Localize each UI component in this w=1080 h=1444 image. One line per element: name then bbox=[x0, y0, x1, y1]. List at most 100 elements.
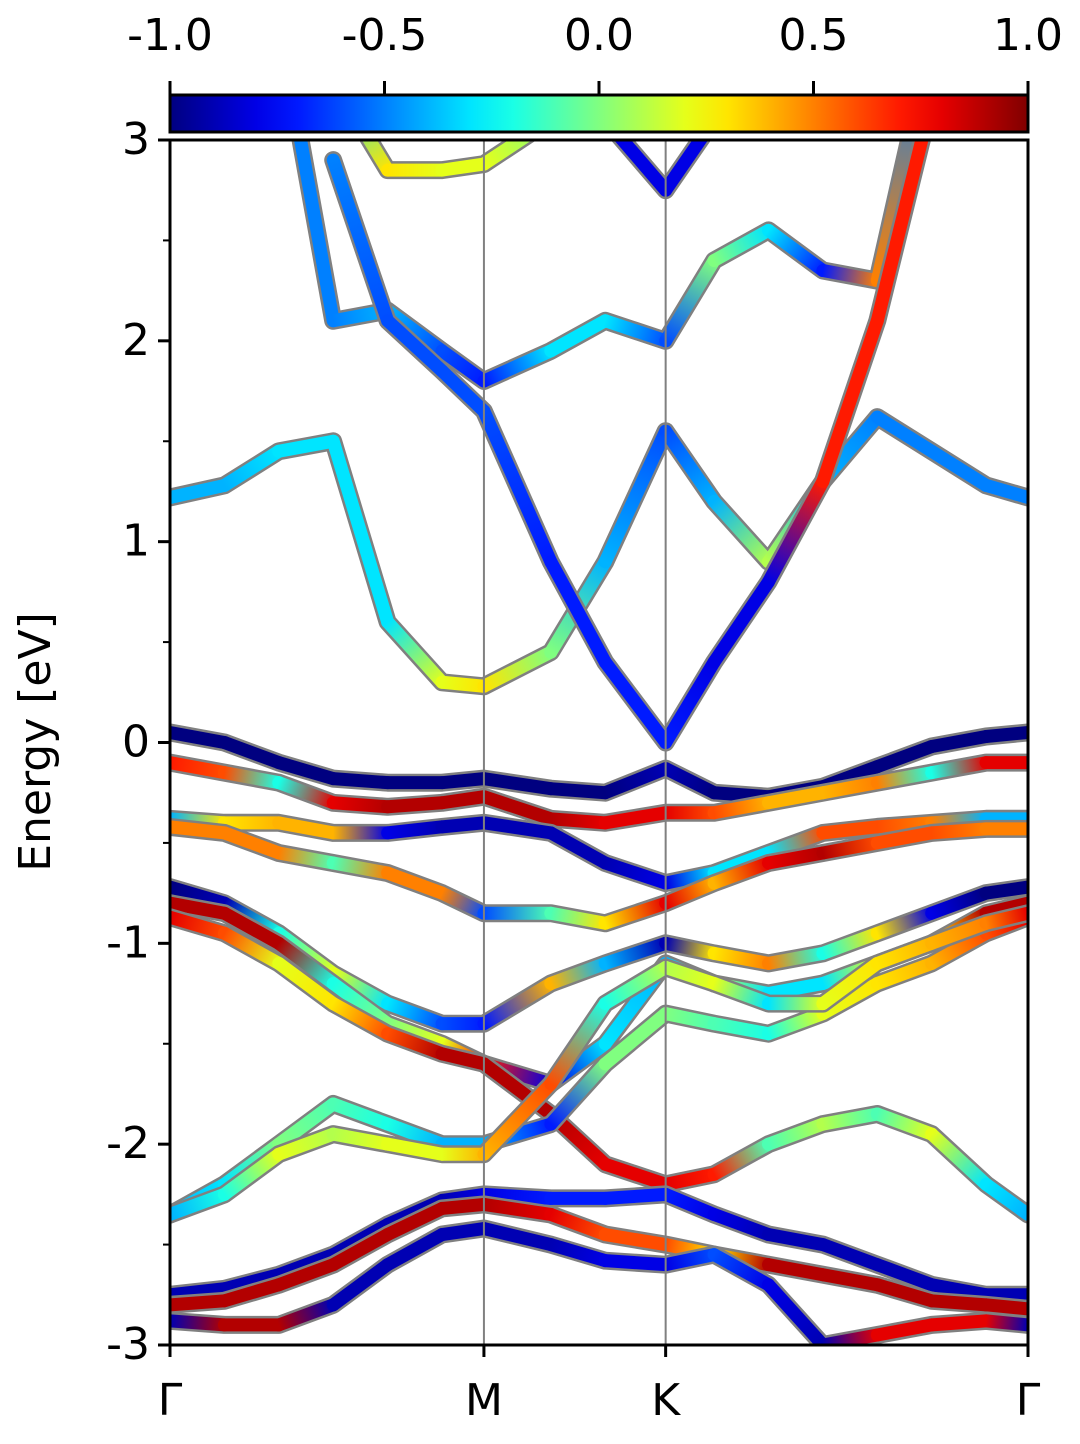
spin-segment bbox=[435, 772, 491, 790]
spin-segment bbox=[272, 1127, 340, 1161]
spin-segment bbox=[707, 946, 775, 970]
spin-segment bbox=[217, 736, 286, 770]
spin-segment bbox=[925, 926, 993, 970]
spin-segment bbox=[816, 314, 884, 488]
spin-segment bbox=[870, 816, 939, 834]
spin-segment bbox=[477, 1077, 558, 1161]
spin-segment bbox=[477, 404, 558, 569]
spin-segment bbox=[761, 1278, 830, 1345]
spin-segment bbox=[598, 856, 673, 890]
spin-segment bbox=[870, 936, 939, 970]
spin-segment bbox=[217, 1278, 286, 1308]
spin-segment bbox=[477, 140, 533, 171]
spin-segment bbox=[477, 1197, 558, 1221]
spin-segment bbox=[598, 314, 673, 348]
spin-segment bbox=[925, 1278, 993, 1302]
spin-segment bbox=[170, 910, 231, 940]
spin-segment bbox=[925, 886, 993, 920]
spin-segment bbox=[707, 846, 775, 880]
spin-segment bbox=[707, 977, 775, 1011]
spin-segment bbox=[659, 960, 721, 990]
spin-segment bbox=[659, 762, 721, 800]
spin-segment bbox=[477, 816, 558, 840]
colorbar bbox=[168, 93, 1030, 134]
spin-segment bbox=[435, 344, 491, 388]
spin-segment bbox=[598, 960, 673, 1011]
y-tick-label: 3 bbox=[122, 114, 150, 165]
spin-segment bbox=[761, 1258, 830, 1282]
spin-segment bbox=[761, 223, 830, 278]
spin-segment bbox=[761, 846, 830, 870]
spin-segment bbox=[544, 956, 612, 990]
spin-segment bbox=[477, 1222, 558, 1252]
spin-segment bbox=[217, 926, 286, 970]
spin-segment bbox=[761, 1228, 830, 1252]
spin-segment bbox=[707, 495, 775, 569]
spin-segment bbox=[870, 1107, 939, 1141]
spin-segment bbox=[326, 772, 395, 790]
spin-segment bbox=[659, 1007, 721, 1031]
spin-segment bbox=[979, 478, 1028, 504]
spin-segment bbox=[326, 1258, 395, 1312]
spin-segment bbox=[925, 822, 993, 840]
spin-segment bbox=[598, 1157, 673, 1191]
colorbar-tick-label: 0.5 bbox=[779, 10, 849, 61]
spin-segment bbox=[870, 140, 929, 328]
spin-segment bbox=[925, 729, 993, 754]
spin-segment bbox=[326, 856, 395, 880]
spin-segment bbox=[326, 977, 395, 1031]
spin-segment bbox=[544, 1057, 612, 1131]
spin-segment bbox=[925, 1314, 993, 1332]
spin-segment bbox=[217, 906, 286, 950]
spin-segment bbox=[659, 936, 721, 960]
spin-segment bbox=[707, 223, 775, 267]
x-tick-label: Γ bbox=[1016, 1375, 1041, 1426]
spin-segment bbox=[381, 796, 449, 814]
spin-segment bbox=[659, 655, 721, 749]
spin-segment bbox=[381, 1017, 449, 1051]
spin-segment bbox=[435, 790, 491, 810]
spin-segment bbox=[326, 1228, 395, 1272]
y-tick-label: -2 bbox=[106, 1118, 150, 1169]
spin-segment bbox=[979, 906, 1028, 930]
colorbar-tick-label: -1.0 bbox=[127, 10, 213, 61]
spin-segment bbox=[381, 1201, 449, 1242]
spin-segment bbox=[435, 364, 491, 418]
spin-segment bbox=[816, 1238, 884, 1272]
spin-segment bbox=[816, 977, 884, 1021]
spin-segment bbox=[707, 1017, 775, 1041]
spin-segment bbox=[761, 826, 830, 860]
spin-segment bbox=[170, 1187, 231, 1221]
spin-segment bbox=[544, 812, 612, 830]
y-tick-label: -1 bbox=[106, 917, 150, 968]
colorbar-tick-label: -0.5 bbox=[342, 10, 428, 61]
spin-segment bbox=[477, 344, 558, 388]
spin-segment bbox=[925, 1294, 993, 1312]
spin-segment bbox=[217, 826, 286, 860]
spin-segment bbox=[925, 916, 993, 950]
spin-segment bbox=[170, 1282, 231, 1302]
spin-segment bbox=[659, 1187, 721, 1221]
spin-segment bbox=[272, 756, 340, 786]
spin-segment bbox=[816, 820, 884, 840]
spin-segment bbox=[381, 820, 449, 840]
colorbar-tick-label: 0.0 bbox=[564, 10, 634, 61]
spin-segment bbox=[659, 140, 709, 197]
spin-segment bbox=[598, 1187, 673, 1205]
y-tick-label: 0 bbox=[122, 717, 150, 768]
spin-segment bbox=[979, 880, 1028, 900]
spin-segment bbox=[170, 1314, 231, 1332]
spin-segment bbox=[435, 816, 491, 834]
spin-segment bbox=[870, 826, 939, 850]
spin-segment bbox=[170, 1294, 231, 1312]
spin-segment bbox=[477, 977, 558, 1031]
spin-segment bbox=[435, 157, 491, 177]
spin-segment bbox=[816, 956, 884, 1011]
y-axis-label: Energy [eV] bbox=[10, 612, 61, 872]
spin-segment bbox=[598, 1228, 673, 1252]
spin-segment bbox=[598, 1254, 673, 1272]
spin-segment bbox=[544, 555, 612, 669]
x-tick-label: Γ bbox=[158, 1375, 183, 1426]
spin-segment bbox=[272, 846, 340, 870]
